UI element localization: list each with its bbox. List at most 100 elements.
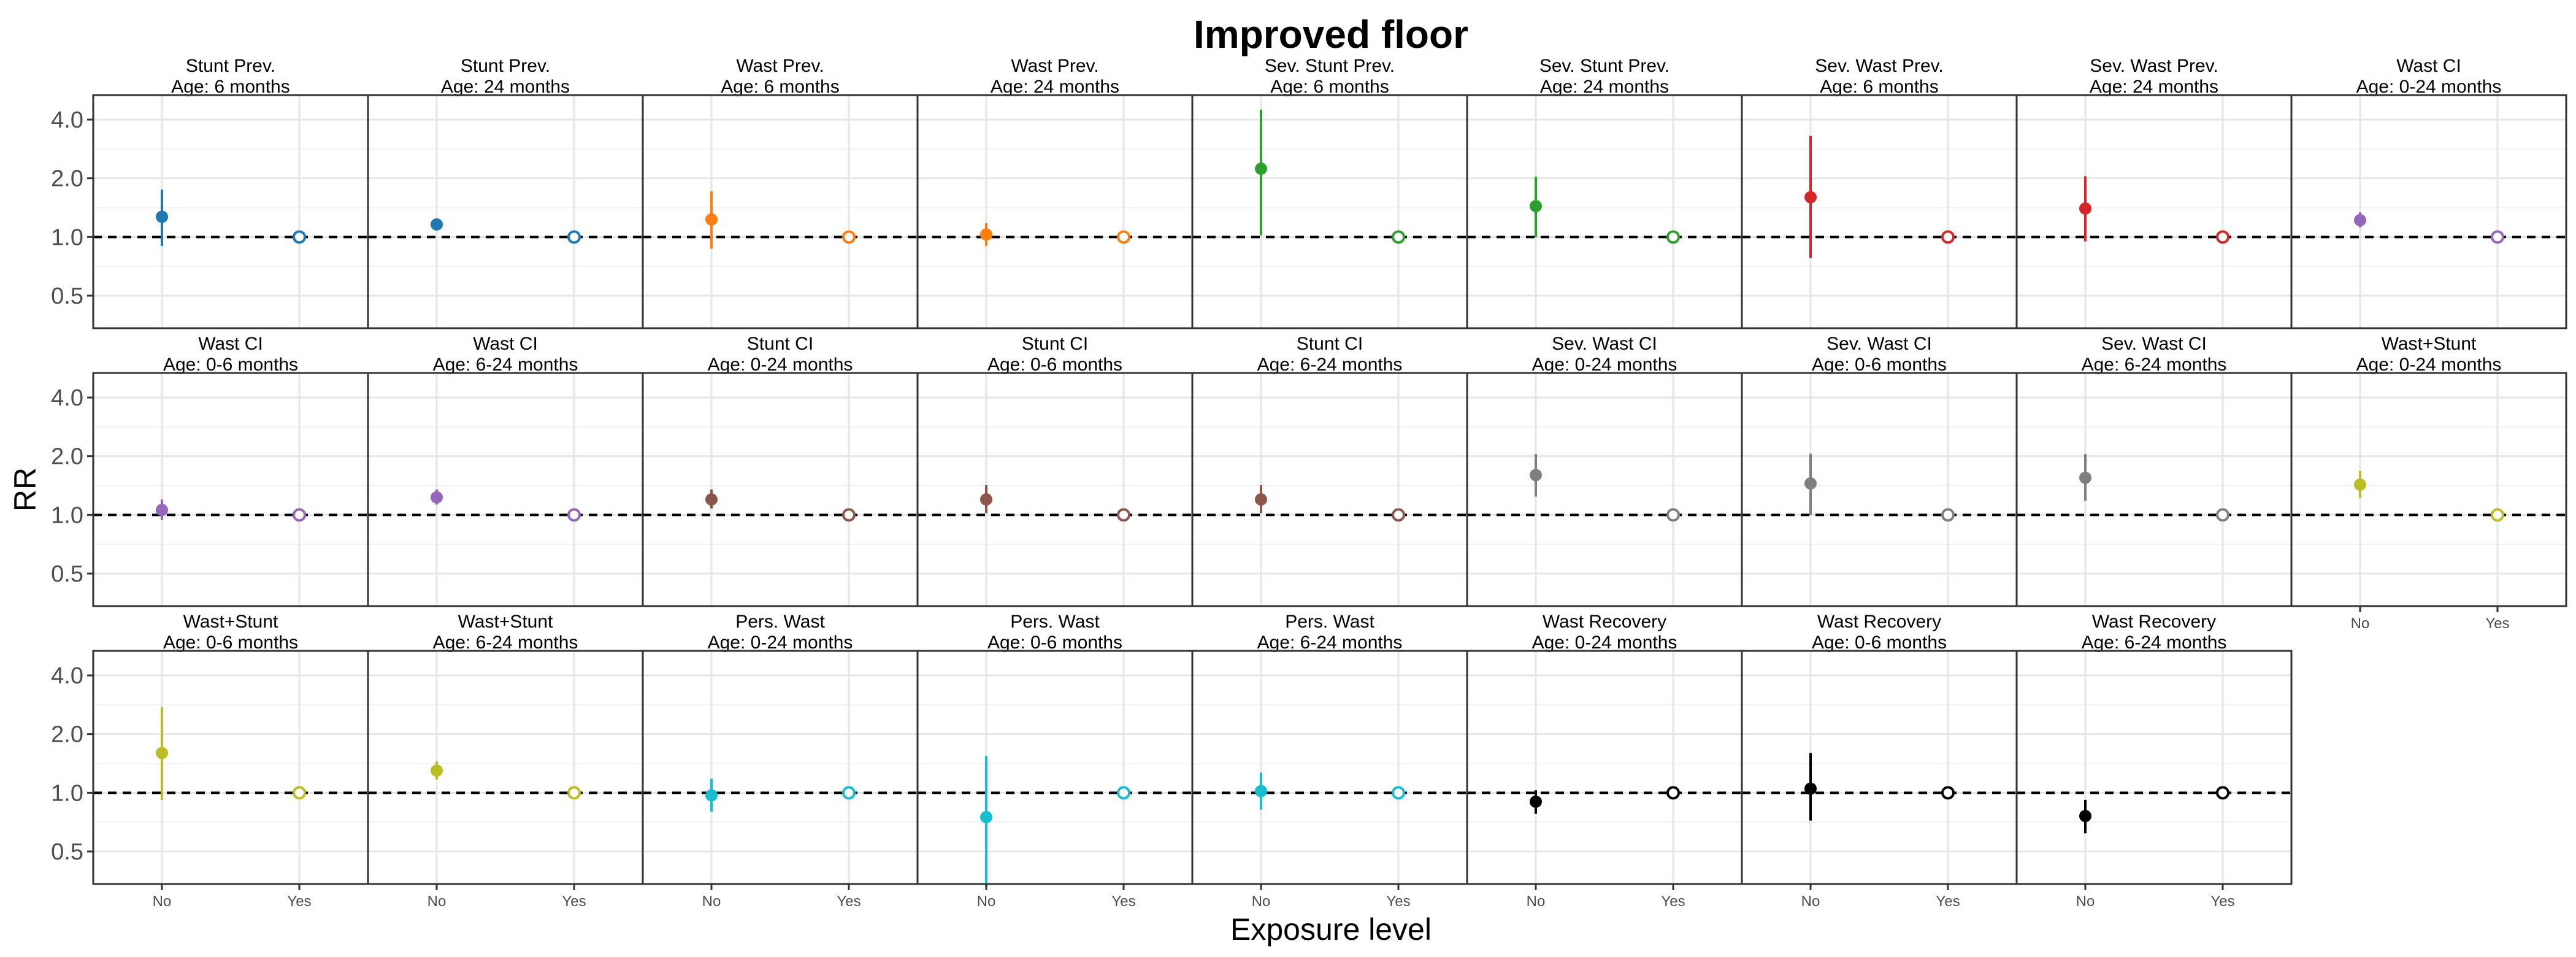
- reference-point-yes: [2216, 786, 2229, 800]
- reference-point-yes: [2216, 230, 2229, 244]
- reference-point-yes: [1941, 508, 1955, 522]
- point-estimate-no: [156, 504, 168, 517]
- point-estimate-no: [2354, 213, 2366, 226]
- reference-point-yes: [2491, 508, 2504, 522]
- point-estimate-no: [1530, 469, 1542, 482]
- facet-strip-label: Pers. Wast Age: 0-6 months: [987, 612, 1122, 653]
- reference-point-yes: [842, 508, 856, 522]
- panel-border: [92, 650, 369, 885]
- panel-border: [1466, 650, 1743, 885]
- x-tick-label: No: [1252, 893, 1271, 910]
- point-estimate-no: [431, 218, 443, 231]
- panel-border: [1191, 650, 1468, 885]
- facet-panel: Wast Recovery Age: 0-24 months No Yes: [1466, 612, 1743, 910]
- facet-panel: Stunt Prev. Age: 6 months 0.5 1.0 2.0 4.0: [51, 56, 369, 329]
- facet-strip-label: Sev. Wast Prev. Age: 6 months: [1815, 56, 1944, 97]
- reference-point-yes: [1941, 230, 1955, 244]
- point-estimate-no: [431, 764, 443, 777]
- facet-panel: Wast Recovery Age: 0-6 months No Yes: [1741, 612, 2018, 910]
- x-tick-label: Yes: [837, 893, 861, 910]
- panel-border: [2290, 94, 2567, 329]
- point-estimate-no: [705, 493, 718, 506]
- panel-border: [642, 372, 919, 607]
- facet-panel: Pers. Wast Age: 0-6 months No Yes: [916, 612, 1194, 910]
- x-tick-label: No: [427, 893, 447, 910]
- x-tick-label: Yes: [2485, 615, 2509, 632]
- point-estimate-no: [2354, 478, 2366, 491]
- panel-border: [2015, 372, 2293, 607]
- point-estimate-no: [1255, 785, 1267, 798]
- x-axis-label: Exposure level: [1230, 912, 1432, 947]
- facet-panel: Sev. Wast Prev. Age: 6 months: [1741, 56, 2018, 329]
- point-estimate-no: [705, 213, 718, 226]
- reference-point-yes: [1941, 786, 1955, 800]
- point-estimate-no: [1255, 163, 1267, 175]
- y-tick-label: 1.0: [51, 780, 83, 806]
- panel-border: [916, 372, 1194, 607]
- facet-panel: Wast Prev. Age: 24 months: [916, 56, 1194, 329]
- x-tick-label: No: [702, 893, 721, 910]
- y-tick-label: 0.5: [51, 561, 83, 587]
- reference-point-yes: [1392, 786, 1405, 800]
- panel-border: [92, 372, 369, 607]
- facet-strip-label: Sev. Wast CI Age: 6-24 months: [2082, 334, 2227, 375]
- panel-border: [1741, 94, 2018, 329]
- facet-panel: Stunt CI Age: 0-24 months: [642, 334, 919, 607]
- point-estimate-no: [980, 228, 992, 241]
- facet-panel: Wast Recovery Age: 6-24 months No Yes: [2015, 612, 2293, 910]
- x-tick-label: Yes: [1661, 893, 1685, 910]
- x-tick-label: Yes: [1936, 893, 1960, 910]
- facet-strip-label: Wast CI Age: 0-24 months: [2356, 56, 2502, 97]
- facet-panel: Wast+Stunt Age: 0-6 months 0.5 1.0 2.0 4.0 No Y…: [51, 612, 369, 910]
- point-estimate-no: [1255, 493, 1267, 506]
- y-tick-label: 1.0: [51, 502, 83, 528]
- y-tick-label: 2.0: [51, 166, 83, 192]
- reference-point-yes: [1666, 786, 1680, 800]
- point-estimate-no: [431, 491, 443, 504]
- facet-panel: Wast+Stunt Age: 0-24 months No Yes: [2290, 334, 2567, 632]
- point-estimate-no: [1804, 782, 1817, 795]
- facet-strip-label: Sev. Stunt Prev. Age: 24 months: [1539, 56, 1669, 97]
- reference-point-yes: [2491, 230, 2504, 244]
- chart-title: Improved floor: [1194, 12, 1468, 56]
- facet-strip-label: Pers. Wast Age: 0-24 months: [708, 612, 853, 653]
- panel-border: [1191, 372, 1468, 607]
- point-estimate-no: [1804, 477, 1817, 490]
- reference-point-yes: [1117, 508, 1130, 522]
- panel-border: [92, 94, 369, 329]
- panel-border: [916, 94, 1194, 329]
- facet-panel: Pers. Wast Age: 0-24 months No Yes: [642, 612, 919, 910]
- facet-strip-label: Stunt Prev. Age: 6 months: [171, 56, 289, 97]
- point-estimate-no: [2079, 471, 2091, 484]
- reference-point-yes: [293, 786, 306, 800]
- facet-panel: Stunt CI Age: 0-6 months: [916, 334, 1194, 607]
- reference-point-yes: [567, 786, 581, 800]
- panel-border: [642, 650, 919, 885]
- facet-panel: Sev. Wast CI Age: 6-24 months: [2015, 334, 2293, 607]
- y-tick-label: 2.0: [51, 722, 83, 748]
- facet-panel: Wast CI Age: 0-6 months 0.5 1.0 2.0 4.0: [51, 334, 369, 607]
- facet-strip-label: Wast+Stunt Age: 0-24 months: [2356, 334, 2502, 375]
- x-tick-label: No: [1527, 893, 1546, 910]
- reference-point-yes: [842, 786, 856, 800]
- x-tick-label: Yes: [1386, 893, 1410, 910]
- facet-panel: Wast CI Age: 6-24 months: [367, 334, 644, 607]
- facet-strip-label: Sev. Wast CI Age: 0-24 months: [1532, 334, 1677, 375]
- point-estimate-no: [2079, 810, 2091, 823]
- y-tick-label: 2.0: [51, 444, 83, 470]
- reference-point-yes: [1666, 230, 1680, 244]
- facet-panel: Pers. Wast Age: 6-24 months No Yes: [1191, 612, 1468, 910]
- y-axis-label: RR: [8, 467, 42, 512]
- panel-border: [642, 94, 919, 329]
- facet-strip-label: Stunt CI Age: 0-6 months: [987, 334, 1122, 375]
- facet-strip-label: Stunt Prev. Age: 24 months: [441, 56, 570, 97]
- panel-border: [1741, 650, 2018, 885]
- panel-border: [367, 650, 644, 885]
- panel-border: [2015, 94, 2293, 329]
- facet-panel: Sev. Stunt Prev. Age: 24 months: [1466, 56, 1743, 329]
- facet-strip-label: Wast+Stunt Age: 6-24 months: [433, 612, 578, 653]
- x-tick-label: Yes: [287, 893, 311, 910]
- x-tick-label: No: [2351, 615, 2370, 632]
- reference-point-yes: [842, 230, 856, 244]
- facet-panel: Sev. Wast Prev. Age: 24 months: [2015, 56, 2293, 329]
